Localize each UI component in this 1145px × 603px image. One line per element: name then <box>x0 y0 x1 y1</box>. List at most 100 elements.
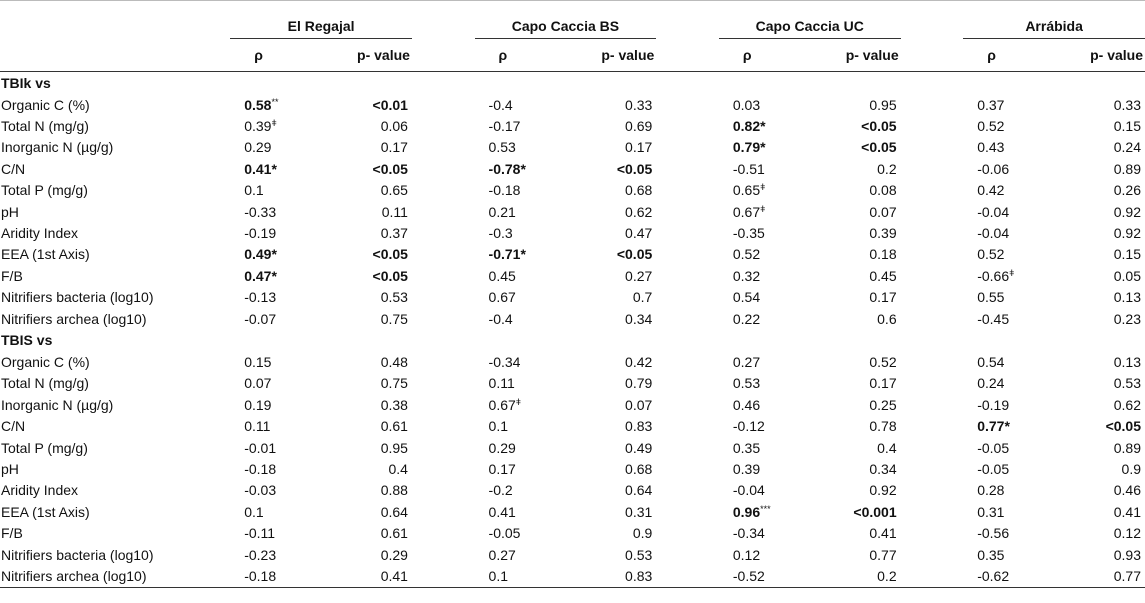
cell-value: 0.54 <box>732 289 761 306</box>
cell-value: 0.18 <box>869 246 897 263</box>
cell-value: <0.05 <box>372 267 408 284</box>
group-header-row: TBIk vs <box>0 72 1145 95</box>
cell-value: -0.19 <box>977 396 1010 413</box>
p-value: 0.92 <box>779 480 900 501</box>
rho-value: 0.21 <box>475 201 536 222</box>
cell-value: 0.24 <box>977 375 1005 392</box>
cell-value: -0.04 <box>977 225 1010 242</box>
p-value: 0.77 <box>1023 565 1145 588</box>
cell-value: 0.27 <box>625 267 653 284</box>
cell-value: 0.92 <box>869 482 897 499</box>
cell-value: -0.05 <box>977 460 1010 477</box>
rho-value: -0.35 <box>719 222 780 243</box>
cell-value: 0.39 <box>244 118 272 135</box>
cell-value: 0.45 <box>869 267 897 284</box>
p-value: 0.45 <box>779 265 900 286</box>
p-value-header: p- value <box>290 38 412 72</box>
rho-value: 0.1 <box>474 565 536 588</box>
p-value: <0.05 <box>291 265 412 286</box>
rho-value: 0.79* <box>719 137 780 158</box>
p-value: 0.68 <box>535 180 656 201</box>
cell-value: -0.3 <box>488 225 513 242</box>
cell-value: 0.79 <box>625 375 653 392</box>
rho-value: -0.78* <box>475 158 536 179</box>
cell-value: 0.34 <box>869 460 897 477</box>
p-value: 0.2 <box>779 158 900 179</box>
p-value: 0.25 <box>779 394 900 415</box>
p-value: 0.79 <box>535 373 656 394</box>
cell-value: 0.41 <box>380 567 408 584</box>
p-value: 0.62 <box>535 201 656 222</box>
cell-value: -0.34 <box>732 525 765 542</box>
p-value: 0.13 <box>1024 351 1145 372</box>
variable-label: Inorganic N (µg/g) <box>1 396 114 413</box>
variable-label: pH <box>1 460 19 477</box>
p-value-header: p- value <box>1023 38 1145 72</box>
cell-value: 0.12 <box>1113 525 1141 542</box>
p-value: 0.27 <box>535 265 656 286</box>
cell-value: 0.95 <box>869 96 897 113</box>
p-value: 0.2 <box>779 565 901 588</box>
cell-value: 0.21 <box>488 203 516 220</box>
cell-value: 0.17 <box>380 139 408 156</box>
table-row: pH -0.18 0.4 0.17 0.68 0.39 0.34 -0.05 0.9 <box>0 458 1145 479</box>
rho-value: 0.67 <box>475 287 536 308</box>
rho-value: -0.66ǂ <box>963 265 1024 286</box>
cell-value: 0.4 <box>877 439 897 456</box>
p-value: 0.69 <box>535 115 656 136</box>
rho-value: 0.29 <box>475 437 536 458</box>
cell-value: -0.4 <box>488 310 513 327</box>
cell-value: 0.32 <box>732 267 761 284</box>
rho-value: 0.77* <box>963 415 1024 436</box>
cell-value: <0.05 <box>861 118 897 135</box>
p-value: 0.34 <box>779 458 900 479</box>
p-value: 0.92 <box>1024 201 1145 222</box>
cell-value: 0.52 <box>977 246 1005 263</box>
table-row: Inorganic N (µg/g) 0.29 0.17 0.53 0.17 0.79* <… <box>0 137 1145 158</box>
variable-label: Aridity Index <box>1 225 79 242</box>
cell-value: 0.67 <box>732 203 761 220</box>
variable-label: Total N (mg/g) <box>1 375 89 392</box>
cell-value: 0.1 <box>488 567 509 584</box>
cell-value: 0.15 <box>1113 246 1141 263</box>
rho-value: 0.46 <box>719 394 780 415</box>
rho-value: -0.07 <box>230 308 291 329</box>
cell-value: 0.29 <box>380 546 408 563</box>
table-row: Total P (mg/g) -0.01 0.95 0.29 0.49 0.35 0.4 -0… <box>0 437 1145 458</box>
p-value: 0.39 <box>779 222 900 243</box>
variable-label: EEA (1st Axis) <box>1 246 90 263</box>
p-value: 0.33 <box>1024 94 1145 115</box>
cell-value: <0.05 <box>372 160 408 177</box>
cell-value: -0.78* <box>488 160 526 177</box>
p-value: 0.33 <box>535 94 656 115</box>
rho-value: -0.4 <box>475 308 536 329</box>
rho-value: -0.4 <box>475 94 536 115</box>
p-value: 0.37 <box>291 222 412 243</box>
cell-value: 0.69 <box>625 118 653 135</box>
cell-value: -0.05 <box>977 439 1010 456</box>
cell-value: 0.83 <box>625 418 653 435</box>
cell-value: 0.89 <box>1113 160 1141 177</box>
rho-value: -0.12 <box>719 415 780 436</box>
p-value: 0.15 <box>1024 115 1145 136</box>
cell-value: 0.05 <box>1113 267 1141 284</box>
cell-value: 0.46 <box>732 396 761 413</box>
cell-value: 0.68 <box>625 460 653 477</box>
p-value-header: p- value <box>779 38 901 72</box>
cell-value: 0.49* <box>244 246 277 263</box>
cell-value: 0.65 <box>732 182 761 199</box>
rho-value: -0.01 <box>230 437 291 458</box>
variable-label: F/B <box>1 525 23 542</box>
table-row: F/B 0.47* <0.05 0.45 0.27 0.32 0.45 -0.66ǂ 0.05 <box>0 265 1145 286</box>
rho-value: -0.34 <box>475 351 536 372</box>
table-body: TBIk vs Organic C (%) 0.58** <0.01 -0.4 0.33 0… <box>0 72 1145 588</box>
significance-marker: ǂ <box>515 396 522 407</box>
p-value: 0.6 <box>779 308 900 329</box>
cell-value: 0.95 <box>380 439 408 456</box>
cell-value: 0.64 <box>380 503 408 520</box>
cell-value: 0.24 <box>1113 139 1141 156</box>
rho-value: 0.03 <box>719 94 780 115</box>
cell-value: 0.15 <box>1113 118 1141 135</box>
cell-value: 0.33 <box>1113 96 1141 113</box>
cell-value: 0.53 <box>732 375 761 392</box>
